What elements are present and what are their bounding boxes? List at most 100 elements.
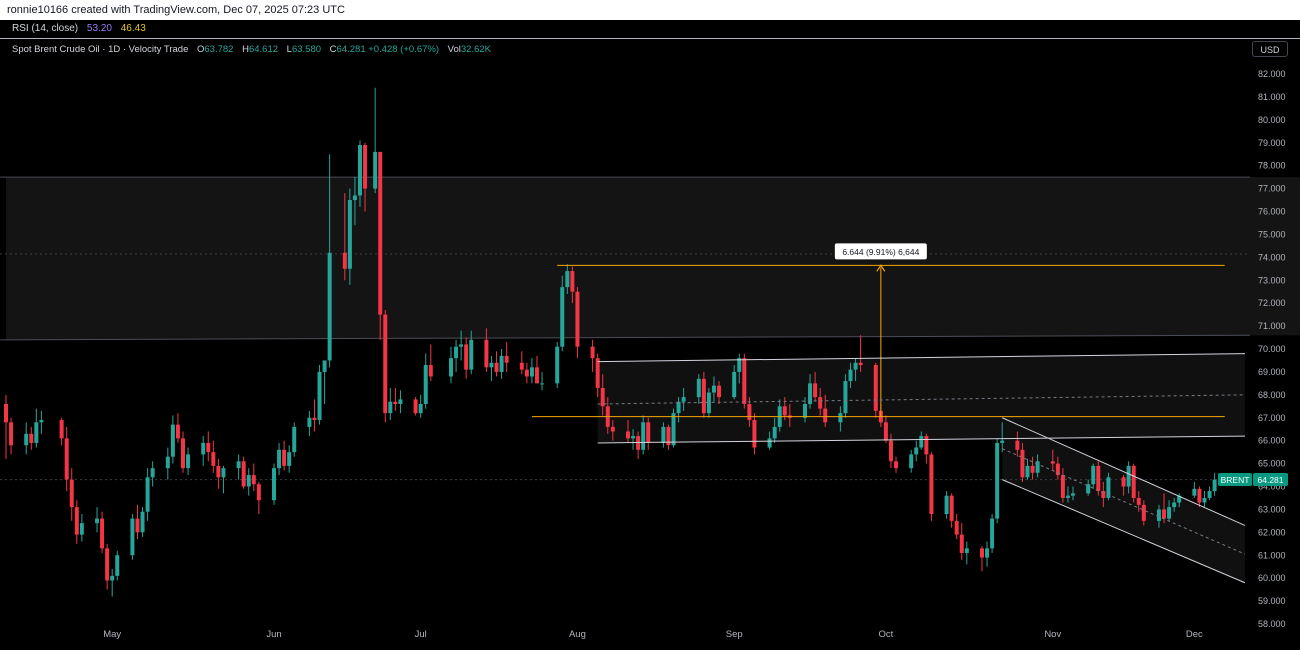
symbol-title: Spot Brent Crude Oil · 1D · Velocity Tra…: [12, 44, 189, 55]
price-tick-label: 65.000: [1258, 459, 1286, 469]
candle-body: [1091, 465, 1096, 485]
candle: [737, 353, 742, 384]
candle-body: [919, 436, 924, 448]
rsi-indicator-legend[interactable]: RSI (14, close) 53.20 46.43: [12, 22, 146, 36]
price-tick-label: 63.000: [1258, 504, 1286, 514]
candle: [808, 374, 813, 409]
down-channel-mid-line: [1002, 448, 1246, 555]
candle-body: [292, 426, 297, 453]
time-axis[interactable]: May Jun Jul Aug Sep Oct Nov Dec: [103, 629, 1203, 640]
candle-body: [145, 477, 150, 512]
candle-body: [352, 195, 357, 201]
candle-body: [79, 523, 84, 535]
candle-body: [413, 399, 418, 414]
candle: [752, 413, 757, 455]
candle-body: [180, 438, 185, 469]
upper-zone-bottom-line: [0, 334, 1251, 341]
candle: [590, 339, 595, 372]
price-tick-label: 74.000: [1258, 252, 1286, 262]
candle-body: [499, 355, 504, 372]
candle: [1035, 454, 1040, 478]
candle-body: [9, 422, 14, 446]
candle: [347, 188, 352, 285]
candle-body: [696, 378, 701, 398]
candle: [69, 468, 74, 521]
candle-body: [312, 417, 317, 421]
symbol-legend[interactable]: Spot Brent Crude Oil · 1D · Velocity Tra…: [12, 43, 491, 57]
currency-button[interactable]: USD: [1252, 41, 1288, 57]
candle-body: [4, 404, 8, 423]
candle: [110, 569, 115, 597]
candle-body: [711, 385, 716, 393]
candle-body: [150, 468, 155, 478]
candle: [449, 346, 454, 384]
candle-body: [605, 406, 610, 427]
candle: [423, 353, 428, 409]
candle-body: [246, 475, 251, 487]
candle: [1167, 500, 1172, 521]
candle-body: [1177, 495, 1182, 503]
close-value: 64.281: [336, 44, 366, 55]
open-label: O: [197, 44, 205, 55]
created-with-banner: ronnie10166 created with TradingView.com…: [0, 0, 1300, 20]
candle-body: [363, 145, 368, 189]
candle: [221, 465, 226, 494]
candle: [964, 541, 969, 565]
candle: [4, 394, 8, 459]
pane-separator[interactable]: [0, 38, 1300, 39]
candle: [357, 140, 362, 207]
candle-body: [1035, 461, 1040, 473]
candle: [322, 360, 327, 404]
candle: [317, 365, 322, 425]
candle: [64, 426, 69, 492]
candle-body: [39, 420, 44, 423]
candle: [378, 151, 383, 340]
candle: [646, 417, 651, 450]
candle-body: [130, 518, 135, 556]
candle: [201, 436, 206, 466]
candle: [1101, 481, 1106, 508]
candle: [499, 349, 504, 379]
candle-body: [201, 442, 206, 455]
rsi-value-1: 53.20: [86, 23, 112, 34]
candle-body: [484, 339, 489, 368]
candle-body: [34, 422, 39, 443]
price-tick-label: 75.000: [1258, 229, 1286, 239]
badge-symbol-text: BRENT: [1221, 475, 1250, 485]
candle-body: [1197, 488, 1202, 503]
down-channel-upper-line: [1002, 417, 1246, 526]
price-tick-label: 77.000: [1258, 184, 1286, 194]
candle: [883, 415, 888, 443]
candle-body: [1131, 465, 1136, 498]
candle-body: [373, 151, 378, 189]
price-tick-label: 58.000: [1258, 619, 1286, 629]
price-tick-label: 61.000: [1258, 550, 1286, 560]
candle: [413, 397, 418, 416]
measure-label-box: [834, 243, 927, 260]
upper-zone-fill: [6, 177, 1300, 340]
candle-body: [1106, 477, 1111, 498]
candle: [1162, 493, 1167, 524]
price-tick-label: 80.000: [1258, 115, 1286, 125]
price-axis[interactable]: 58.000 59.000 60.000 61.000 62.000 63.000 64.0…: [1258, 69, 1286, 629]
candle: [666, 424, 671, 450]
candle-body: [449, 358, 454, 377]
candle: [39, 410, 44, 434]
candle: [352, 177, 357, 226]
measure-label-text: 6.644 (9.91%) 6,644: [842, 247, 919, 257]
candle-body: [494, 362, 499, 372]
candle-body: [170, 424, 175, 457]
price-tick-label: 66.000: [1258, 436, 1286, 446]
candle: [529, 358, 534, 384]
created-text: ronnie10166 created with TradingView.com…: [7, 4, 345, 16]
candle-body: [74, 507, 79, 535]
candle: [534, 355, 539, 384]
candle-body: [944, 495, 949, 514]
candle-body: [909, 454, 914, 469]
candle-body: [378, 151, 383, 315]
candle: [1202, 491, 1207, 508]
candle-body: [398, 399, 403, 404]
candle-body: [165, 456, 170, 469]
candle-body: [1000, 440, 1005, 443]
